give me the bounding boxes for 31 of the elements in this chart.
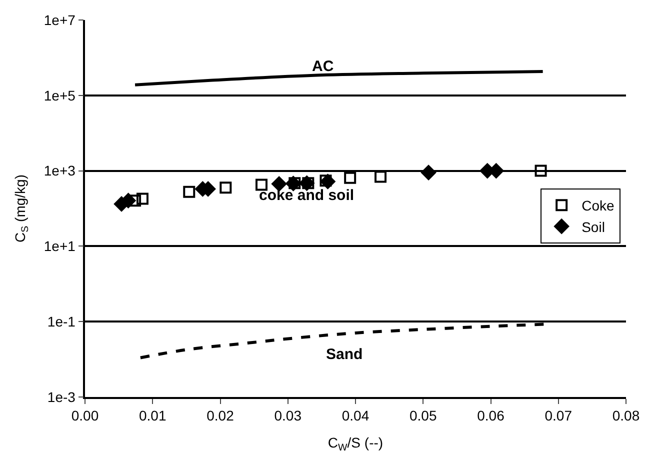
x-tick-label: 0.02 [206,408,234,424]
y-tick-label: 1e+7 [44,12,76,28]
annotation: Sand [326,346,363,363]
point [136,192,148,205]
x-tick-label: 0.05 [410,408,437,424]
annotation: coke and soil [259,187,354,204]
x-tick-label: 0.04 [342,408,370,424]
annotation: AC [312,58,334,75]
x-tick-label: 0.00 [71,408,99,424]
point [374,170,387,183]
line-series [134,70,544,86]
x-tick-label: 0.07 [544,408,572,424]
y-tick-label: 1e-3 [47,388,76,405]
point [220,182,232,194]
y-tick-label: 1e-1 [47,314,76,330]
y-tick-label: 1e+1 [44,238,76,254]
point [344,172,356,184]
x-tick-label: 0.03 [274,408,302,424]
legend-label: Coke [582,198,614,214]
point [256,178,268,191]
x-tick-label: 0.08 [612,408,640,424]
x-tick-label: 0.06 [477,408,505,424]
point [183,186,196,198]
y-tick-label: 1e+3 [44,162,76,179]
x-tick-label: 0.01 [139,408,166,424]
x-axis-title: C$_{W}$/S (--) [328,434,384,454]
y-tick-label: 1e+5 [44,87,76,104]
point [272,176,287,192]
legend-label: Soil [582,218,605,235]
point [421,165,436,180]
point [534,164,547,177]
